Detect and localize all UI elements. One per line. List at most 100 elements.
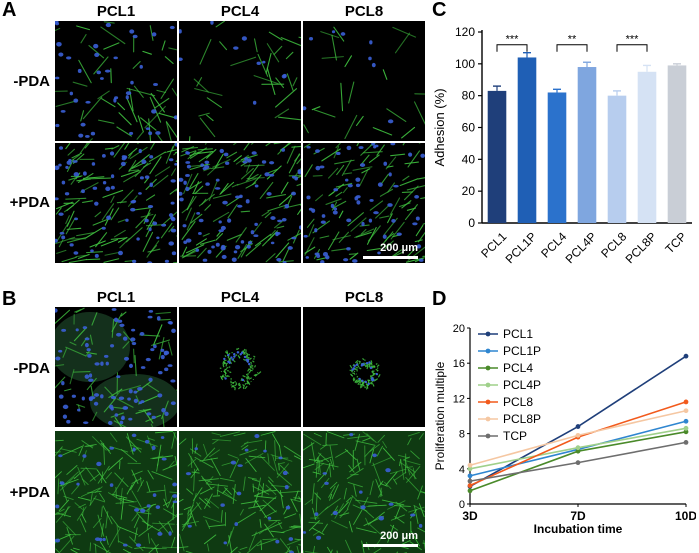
panel-a-row-plus-pda: +PDA [9, 194, 50, 211]
y-axis-label: Proliferation multiple [433, 361, 447, 470]
micrograph-a-pcl1-minus-pda [55, 21, 177, 141]
panel-a-row-minus-pda: -PDA [13, 73, 50, 90]
legend-label: PCL8 [503, 395, 533, 409]
x-tick-label: TCP [662, 229, 689, 256]
legend-label: TCP [503, 429, 527, 443]
y-tick-label: 0 [468, 216, 475, 230]
panel-a-scale-bar [363, 256, 418, 259]
micrograph-texture [55, 431, 177, 553]
data-point [575, 432, 581, 438]
micrograph-b-pcl8-minus-pda [303, 307, 425, 427]
panel-b-col-pcl8: PCL8 [344, 289, 384, 306]
data-point [467, 488, 473, 494]
panel-b-row-minus-pda: -PDA [13, 360, 50, 377]
legend-swatch-marker [485, 365, 491, 371]
micrograph-a-pcl1-plus-pda [55, 143, 177, 263]
micrograph-b-pcl1-plus-pda [55, 431, 177, 553]
micrograph-background [55, 21, 177, 141]
proliferation-line-chart: 0 4 8 12 16 20 3D 7D 10D Incubation time Prolifera… [433, 323, 696, 536]
y-tick-label: 80 [462, 89, 476, 103]
panel-c-letter: C [432, 0, 447, 21]
data-point [467, 466, 473, 472]
micrograph-texture [179, 21, 301, 141]
x-tick-label: PCL4P [563, 229, 600, 266]
micrograph-texture [303, 143, 425, 263]
panel-b-col-pcl4: PCL4 [220, 289, 260, 306]
x-axis-label: Incubation time [534, 522, 623, 536]
data-point [575, 448, 581, 454]
micrograph-background [179, 307, 301, 427]
significance-bracket [556, 44, 588, 52]
micrograph-b-pcl4-plus-pda [179, 431, 301, 553]
significance-label: *** [506, 34, 520, 46]
data-point [683, 408, 689, 414]
panel-b-scale-bar [363, 544, 418, 547]
panel-a-col-pcl1: PCL1 [96, 3, 136, 20]
panel-a-col-pcl4: PCL4 [220, 3, 260, 20]
micrograph-texture [179, 143, 301, 263]
panel-d-letter: D [432, 288, 447, 310]
panel-a-scale-label: 200 μm [380, 242, 418, 254]
data-point [575, 460, 581, 466]
bar [607, 95, 627, 223]
legend-label: PCL8P [503, 412, 541, 426]
micrograph-texture [219, 347, 262, 391]
bar [667, 65, 687, 223]
data-point [467, 483, 473, 488]
bar [547, 92, 567, 223]
y-tick-label: 20 [462, 184, 476, 198]
significance-bracket [616, 44, 648, 52]
micrograph-background [179, 21, 301, 141]
bar [577, 67, 597, 223]
micrograph-a-pcl4-plus-pda [179, 143, 301, 263]
legend-label: PCL4P [503, 378, 541, 392]
legend-label: PCL4 [503, 361, 533, 375]
x-tick-label: 10D [675, 509, 696, 523]
data-point [683, 429, 689, 435]
legend-swatch-marker [485, 382, 491, 388]
micrograph-texture [303, 26, 425, 140]
panel-a-image-grid [54, 20, 426, 264]
panel-a-col-pcl8: PCL8 [344, 3, 384, 20]
y-tick-label: 60 [462, 121, 476, 135]
legend-swatch-marker [485, 416, 491, 422]
micrograph-background [303, 21, 425, 141]
x-tick-label: PCL1P [503, 229, 540, 266]
y-tick-label: 8 [459, 429, 465, 441]
micrograph-a-pcl8-plus-pda [303, 143, 425, 263]
micrograph-a-pcl4-minus-pda [179, 21, 301, 141]
data-point [467, 462, 473, 468]
y-tick-label: 12 [453, 393, 465, 405]
significance-label: ** [568, 34, 577, 46]
data-point [683, 440, 689, 445]
panel-b-col-pcl1: PCL1 [96, 289, 136, 306]
legend-swatch-marker [485, 348, 491, 354]
micrograph-b-pcl1-minus-pda [55, 307, 177, 427]
micrograph-texture [303, 431, 425, 553]
data-point [575, 424, 581, 429]
micrograph-background [303, 143, 425, 263]
x-tick-label: 3D [462, 509, 478, 523]
data-point [467, 473, 473, 479]
panel-b-row-plus-pda: +PDA [9, 484, 50, 501]
bar [637, 71, 657, 223]
panel-b-letter: B [2, 288, 17, 310]
micrograph-texture [349, 358, 381, 390]
legend-label: PCL1 [503, 327, 533, 341]
bar [487, 90, 507, 224]
micrograph-texture [55, 307, 177, 427]
significance-label: *** [626, 34, 640, 46]
y-tick-label: 40 [462, 152, 476, 166]
micrograph-texture [55, 143, 177, 263]
legend-label: PCL1P [503, 344, 541, 358]
y-axis-label: Adhesion (%) [432, 88, 447, 166]
x-tick-label: PCL8P [623, 229, 660, 266]
legend-swatch-marker [485, 331, 491, 337]
micrograph-b-pcl8-plus-pda [303, 431, 425, 553]
micrograph-texture [179, 431, 301, 553]
bar [517, 57, 537, 223]
micrograph-background [303, 307, 425, 427]
y-tick-label: 4 [459, 464, 465, 476]
y-tick-label: 16 [453, 358, 465, 370]
